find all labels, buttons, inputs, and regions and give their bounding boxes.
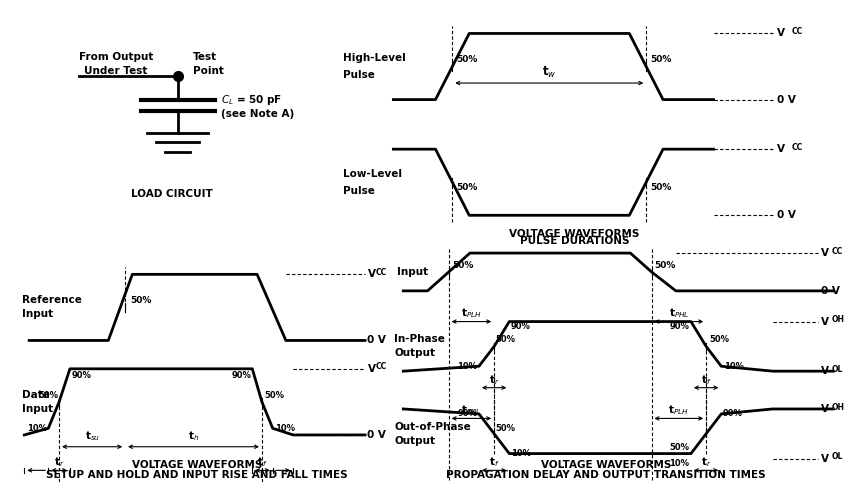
Text: Test: Test bbox=[193, 52, 217, 62]
Text: Reference: Reference bbox=[22, 295, 81, 306]
Text: 0 V: 0 V bbox=[776, 94, 795, 105]
Text: Point: Point bbox=[193, 66, 224, 76]
Text: 0 V: 0 V bbox=[368, 336, 387, 345]
Text: Input: Input bbox=[22, 404, 53, 414]
Text: SETUP AND HOLD AND INPUT RISE AND FALL TIMES: SETUP AND HOLD AND INPUT RISE AND FALL T… bbox=[46, 470, 348, 480]
Text: 90%: 90% bbox=[231, 371, 251, 380]
Text: V: V bbox=[776, 29, 785, 38]
Text: 10%: 10% bbox=[511, 449, 530, 458]
Text: Input: Input bbox=[22, 309, 53, 319]
Text: CC: CC bbox=[376, 268, 387, 277]
Text: t$_w$: t$_w$ bbox=[542, 64, 556, 80]
Text: Out-of-Phase: Out-of-Phase bbox=[394, 422, 471, 431]
Text: 90%: 90% bbox=[511, 322, 530, 331]
Text: Output: Output bbox=[394, 348, 435, 359]
Text: t$_{PHL}$: t$_{PHL}$ bbox=[668, 307, 689, 320]
Text: LOAD CIRCUIT: LOAD CIRCUIT bbox=[130, 189, 213, 199]
Text: 50%: 50% bbox=[264, 391, 285, 400]
Text: OL: OL bbox=[832, 365, 843, 374]
Text: CC: CC bbox=[832, 246, 843, 256]
Text: 90%: 90% bbox=[722, 409, 743, 418]
Text: t$_f$: t$_f$ bbox=[488, 456, 500, 469]
Text: Input: Input bbox=[398, 267, 428, 277]
Text: In-Phase: In-Phase bbox=[394, 334, 445, 344]
Text: VOLTAGE WAVEFORMS: VOLTAGE WAVEFORMS bbox=[509, 229, 639, 239]
Text: 0 V: 0 V bbox=[821, 286, 840, 296]
Text: V: V bbox=[368, 269, 375, 279]
Text: V: V bbox=[821, 316, 830, 327]
Text: 10%: 10% bbox=[458, 362, 477, 370]
Text: 90%: 90% bbox=[669, 322, 689, 331]
Text: Under Test: Under Test bbox=[84, 66, 147, 76]
Text: 50%: 50% bbox=[452, 261, 473, 270]
Text: CC: CC bbox=[376, 363, 387, 371]
Text: 50%: 50% bbox=[709, 335, 729, 344]
Text: 90%: 90% bbox=[71, 371, 91, 380]
Text: 50%: 50% bbox=[655, 261, 676, 270]
Text: OH: OH bbox=[832, 315, 845, 324]
Text: 50%: 50% bbox=[495, 424, 516, 432]
Text: High-Level: High-Level bbox=[343, 53, 405, 63]
Text: Output: Output bbox=[394, 436, 435, 446]
Text: OL: OL bbox=[832, 452, 843, 461]
Text: Low-Level: Low-Level bbox=[343, 169, 402, 179]
Text: t$_{PLH}$: t$_{PLH}$ bbox=[461, 307, 482, 320]
Text: $C_L$ = 50 pF: $C_L$ = 50 pF bbox=[221, 92, 282, 107]
Text: 10%: 10% bbox=[27, 424, 47, 433]
Text: t$_r$: t$_r$ bbox=[489, 373, 500, 387]
Text: CC: CC bbox=[792, 27, 803, 36]
Text: 0 V: 0 V bbox=[776, 210, 795, 220]
Text: t$_{PLH}$: t$_{PLH}$ bbox=[668, 403, 689, 417]
Text: 50%: 50% bbox=[457, 55, 478, 64]
Text: PROPAGATION DELAY AND OUTPUT TRANSITION TIMES: PROPAGATION DELAY AND OUTPUT TRANSITION … bbox=[446, 470, 766, 480]
Text: 0 V: 0 V bbox=[368, 430, 387, 440]
Text: 50%: 50% bbox=[650, 184, 672, 192]
Text: OH: OH bbox=[832, 402, 845, 412]
Text: V: V bbox=[821, 454, 830, 463]
Text: 50%: 50% bbox=[130, 296, 152, 305]
Text: Data: Data bbox=[22, 390, 50, 400]
Text: V: V bbox=[821, 404, 830, 414]
Text: VOLTAGE WAVEFORMS: VOLTAGE WAVEFORMS bbox=[132, 461, 262, 470]
Text: t$_r$: t$_r$ bbox=[54, 456, 64, 469]
Text: V: V bbox=[821, 248, 830, 258]
Text: 50%: 50% bbox=[457, 184, 478, 192]
Text: V: V bbox=[776, 144, 785, 154]
Text: PULSE DURATIONS: PULSE DURATIONS bbox=[520, 236, 629, 246]
Text: V: V bbox=[821, 366, 830, 376]
Text: 50%: 50% bbox=[38, 391, 58, 400]
Text: 10%: 10% bbox=[275, 424, 295, 433]
Text: V: V bbox=[368, 364, 375, 374]
Text: t$_f$: t$_f$ bbox=[257, 456, 267, 469]
Text: 50%: 50% bbox=[669, 443, 689, 453]
Text: 10%: 10% bbox=[724, 362, 744, 370]
Text: 50%: 50% bbox=[495, 335, 516, 344]
Text: Pulse: Pulse bbox=[343, 70, 375, 80]
Text: From Output: From Output bbox=[79, 52, 153, 62]
Text: CC: CC bbox=[792, 143, 803, 152]
Text: t$_{su}$: t$_{su}$ bbox=[85, 430, 99, 443]
Text: VOLTAGE WAVEFORMS: VOLTAGE WAVEFORMS bbox=[541, 461, 671, 470]
Text: t$_h$: t$_h$ bbox=[188, 430, 199, 443]
Text: t$_{PHL}$: t$_{PHL}$ bbox=[461, 403, 482, 417]
Text: (see Note A): (see Note A) bbox=[221, 109, 294, 119]
Text: Pulse: Pulse bbox=[343, 185, 375, 195]
Text: 50%: 50% bbox=[650, 55, 672, 64]
Text: 90%: 90% bbox=[458, 409, 477, 418]
Text: 10%: 10% bbox=[669, 460, 689, 468]
Text: t$_r$: t$_r$ bbox=[701, 456, 711, 469]
Text: t$_f$: t$_f$ bbox=[701, 373, 711, 387]
